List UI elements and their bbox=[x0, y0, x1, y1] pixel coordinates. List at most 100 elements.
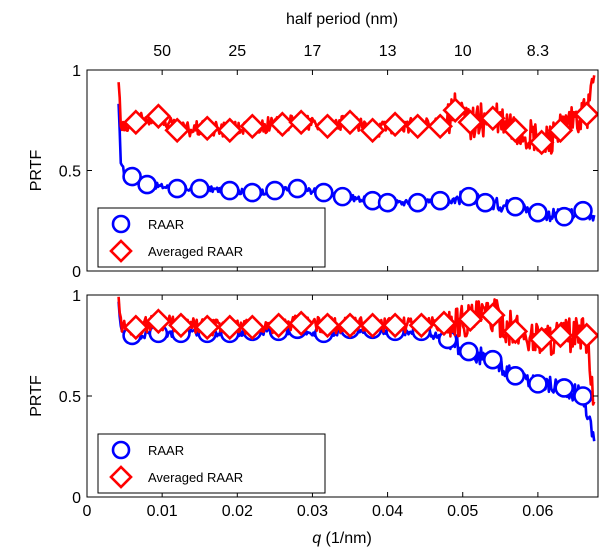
y-axis-label: PRTF bbox=[28, 150, 45, 192]
data-point-raar bbox=[167, 178, 187, 199]
data-point-averaged-raar bbox=[528, 129, 555, 156]
legend: RAAR Averaged RAAR bbox=[97, 207, 326, 268]
data-point-averaged-raar bbox=[168, 312, 194, 339]
data-point-raar bbox=[219, 180, 240, 201]
data-point-raar bbox=[528, 202, 548, 223]
data-point-averaged-raar bbox=[145, 308, 172, 335]
data-point-averaged-raar bbox=[479, 105, 506, 132]
data-point-averaged-raar bbox=[265, 312, 292, 339]
data-point-averaged-raar bbox=[288, 109, 315, 136]
legend-marker-averaged-raar bbox=[109, 239, 133, 263]
data-point-averaged-raar bbox=[457, 109, 484, 136]
data-point-raar bbox=[458, 341, 479, 362]
data-point-averaged-raar bbox=[239, 113, 266, 140]
data-point-averaged-raar bbox=[359, 312, 386, 339]
top-tick-label: 10 bbox=[454, 43, 472, 60]
data-point-averaged-raar bbox=[382, 111, 408, 138]
data-point-averaged-raar bbox=[216, 117, 243, 144]
x-tick-label: 0.03 bbox=[297, 503, 328, 520]
data-point-raar bbox=[505, 365, 526, 386]
data-point-averaged-raar bbox=[269, 111, 296, 138]
bottom-panel: 0 0.5 1 PRTF 0 0.01 0.02 0.03 0.04 0.05 0.06 RAAR Av… bbox=[28, 288, 599, 520]
data-point-averaged-raar bbox=[216, 314, 243, 341]
data-point-raar bbox=[122, 166, 142, 187]
y-tick-label: 0.5 bbox=[59, 164, 81, 181]
data-point-averaged-raar bbox=[123, 109, 149, 136]
legend-label: RAAR bbox=[148, 217, 184, 232]
data-point-raar bbox=[242, 182, 263, 203]
data-point-raar bbox=[482, 349, 503, 370]
top-tick-label: 17 bbox=[304, 43, 322, 60]
data-point-averaged-raar bbox=[337, 312, 363, 339]
data-point-averaged-raar bbox=[457, 306, 484, 333]
top-tick-label: 8.3 bbox=[527, 43, 549, 60]
legend-label: RAAR bbox=[148, 443, 184, 458]
y-axis-label: PRTF bbox=[28, 375, 45, 417]
x-tick-label: 0 bbox=[83, 503, 92, 520]
data-point-raar bbox=[528, 374, 548, 394]
data-point-averaged-raar bbox=[502, 318, 529, 345]
legend-marker-raar bbox=[111, 214, 131, 234]
x-axis-label-variable: q bbox=[312, 530, 321, 547]
data-point-raar bbox=[137, 174, 157, 195]
data-point-averaged-raar bbox=[314, 312, 341, 339]
x-tick-label: 0.06 bbox=[522, 503, 553, 520]
x-tick-label: 0.04 bbox=[372, 503, 403, 520]
data-point-raar bbox=[265, 180, 285, 201]
data-point-raar bbox=[505, 196, 526, 217]
legend-box bbox=[97, 207, 326, 268]
plot-area bbox=[117, 296, 598, 442]
top-tick-label: 13 bbox=[379, 43, 397, 60]
legend-marker-raar bbox=[111, 440, 131, 460]
legend-marker-averaged-raar bbox=[109, 465, 133, 489]
data-point-averaged-raar bbox=[239, 314, 266, 341]
series-line-averaged-raar bbox=[117, 75, 596, 155]
data-point-averaged-raar bbox=[164, 117, 191, 144]
data-point-raar bbox=[287, 178, 308, 199]
data-point-averaged-raar bbox=[288, 310, 315, 337]
data-point-averaged-raar bbox=[442, 97, 469, 124]
data-point-averaged-raar bbox=[314, 113, 341, 140]
y-tick-label: 1 bbox=[72, 63, 81, 80]
data-point-averaged-raar bbox=[502, 117, 529, 144]
data-point-averaged-raar bbox=[145, 103, 172, 130]
data-point-averaged-raar bbox=[404, 113, 431, 140]
legend-label: Averaged RAAR bbox=[148, 470, 243, 485]
x-tick-label: 0.01 bbox=[147, 503, 178, 520]
data-point-raar bbox=[573, 386, 593, 406]
y-tick-label: 0 bbox=[72, 264, 81, 281]
top-panel: 0 0.5 1 PRTF 50 25 17 13 10 8.3 RAAR Averaged RAAR bbox=[28, 43, 599, 281]
top-tick-label: 25 bbox=[228, 43, 246, 60]
data-point-averaged-raar bbox=[194, 115, 221, 142]
data-point-averaged-raar bbox=[408, 312, 435, 339]
series-line-averaged-raar bbox=[117, 296, 596, 406]
legend-label: Averaged RAAR bbox=[148, 244, 243, 259]
data-point-averaged-raar bbox=[359, 117, 386, 144]
data-point-averaged-raar bbox=[479, 302, 506, 329]
y-tick-label: 0 bbox=[72, 490, 81, 507]
data-point-raar bbox=[189, 178, 210, 199]
data-point-averaged-raar bbox=[547, 117, 574, 144]
legend: RAAR Averaged RAAR bbox=[97, 433, 326, 494]
data-point-raar bbox=[573, 200, 593, 221]
data-point-raar bbox=[313, 182, 334, 203]
x-axis-label: q (1/nm) bbox=[312, 530, 372, 547]
data-point-raar bbox=[458, 186, 479, 207]
top-tick-label: 50 bbox=[153, 43, 171, 60]
data-point-averaged-raar bbox=[194, 314, 221, 341]
plot-area bbox=[117, 75, 598, 227]
x-tick-label: 0.05 bbox=[447, 503, 478, 520]
x-tick-label: 0.02 bbox=[222, 503, 253, 520]
y-tick-label: 0.5 bbox=[59, 389, 81, 406]
data-point-averaged-raar bbox=[547, 322, 574, 349]
data-point-raar bbox=[407, 192, 428, 213]
data-point-raar bbox=[332, 186, 353, 207]
data-point-averaged-raar bbox=[427, 113, 454, 140]
y-tick-label: 1 bbox=[72, 288, 81, 305]
data-point-raar bbox=[554, 378, 574, 398]
data-point-averaged-raar bbox=[382, 312, 408, 339]
data-point-averaged-raar bbox=[431, 310, 457, 337]
data-point-raar bbox=[475, 192, 496, 213]
legend-box bbox=[97, 433, 326, 494]
